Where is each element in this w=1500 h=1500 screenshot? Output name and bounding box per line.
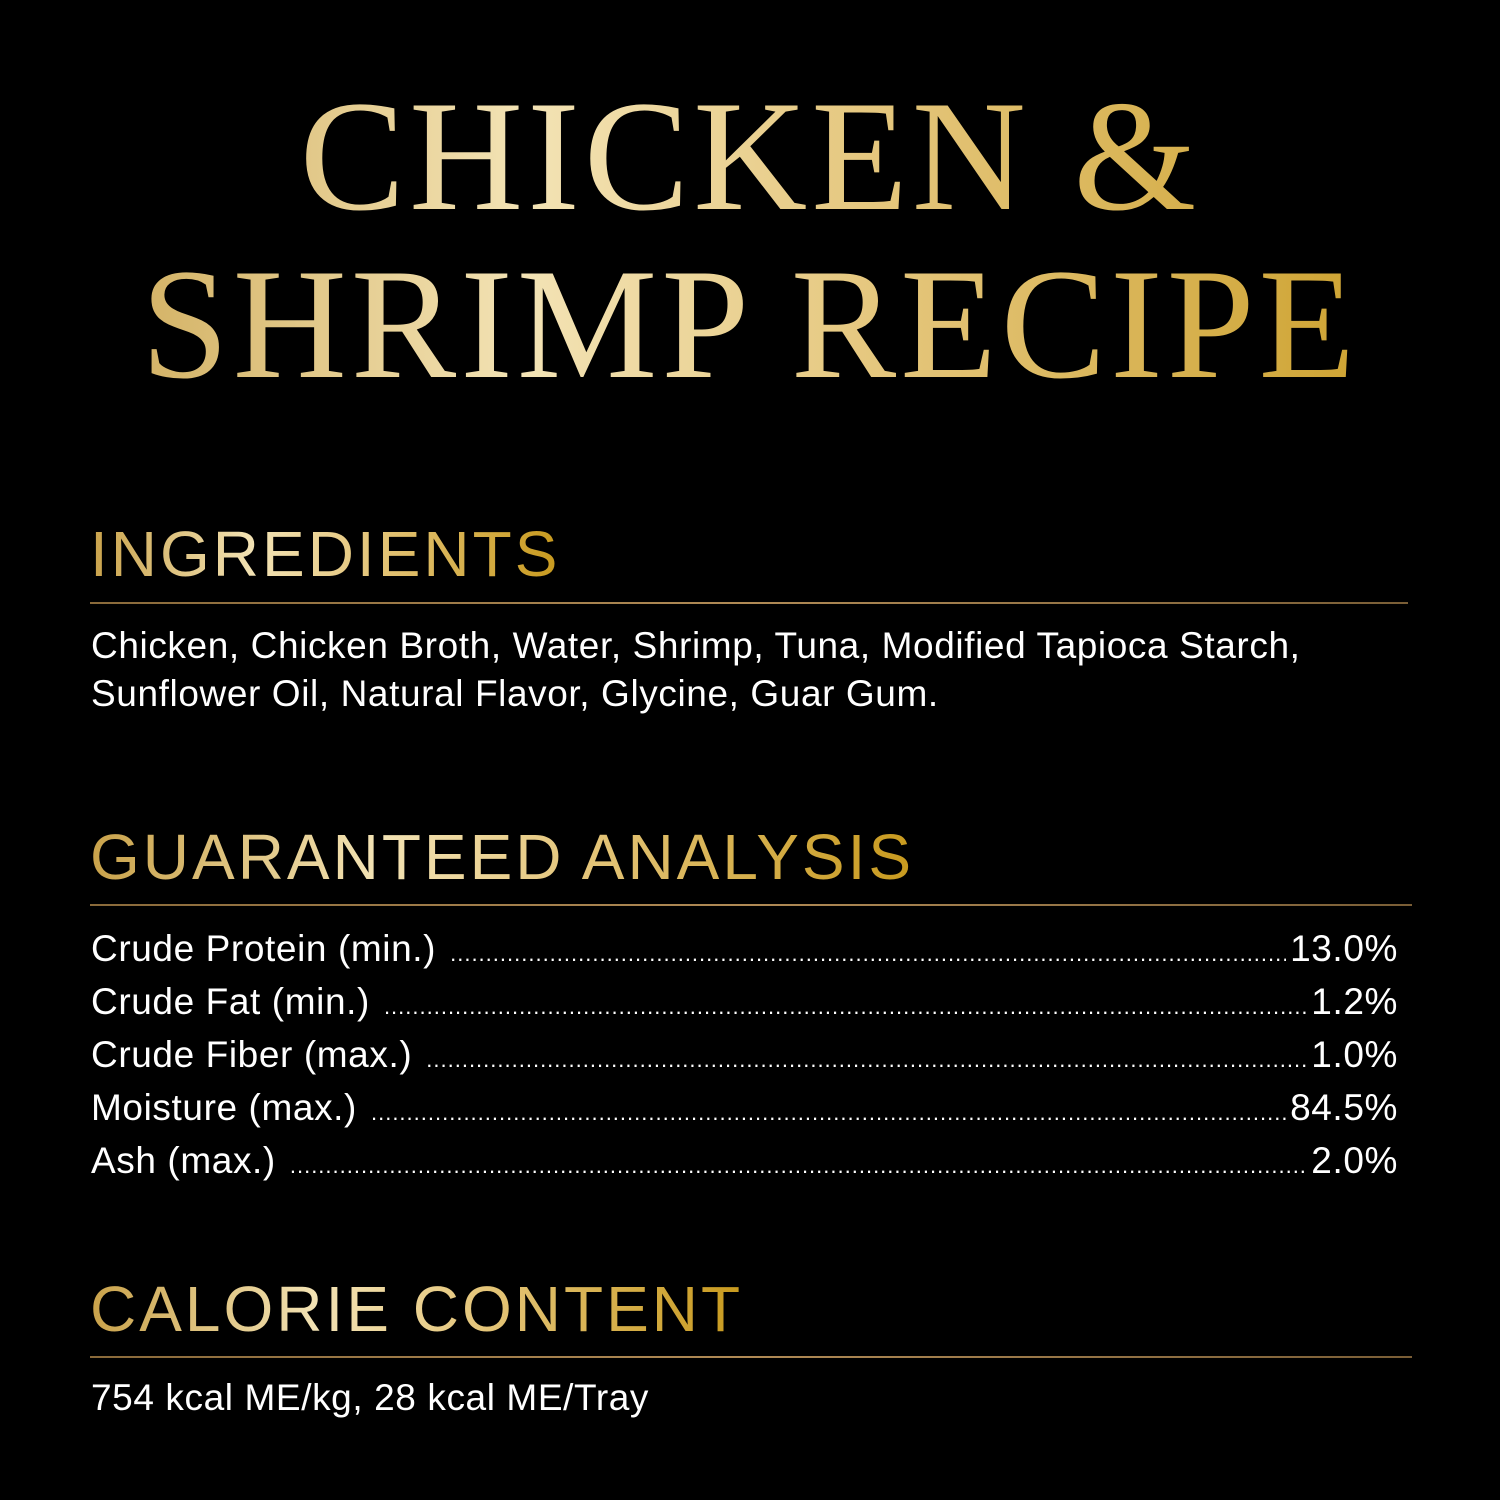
analysis-row: Moisture (max.) 84.5% [91, 1084, 1398, 1137]
analysis-row: Crude Protein (min.) 13.0% [91, 925, 1398, 978]
analysis-heading: GUARANTEED ANALYSIS [90, 821, 915, 893]
dot-leader [450, 930, 1286, 978]
title-line-1: CHICKEN & [0, 78, 1500, 236]
divider [90, 1356, 1412, 1358]
calories-text: 754 kcal ME/kg, 28 kcal ME/Tray [91, 1377, 650, 1418]
analysis-label: Crude Fat (min.) [91, 981, 370, 1022]
analysis-row: Ash (max.) 2.0% [91, 1137, 1398, 1190]
calories-heading: CALORIE CONTENT [90, 1273, 744, 1345]
divider [90, 904, 1412, 906]
analysis-value: 84.5% [1290, 1087, 1398, 1128]
analysis-value: 13.0% [1290, 928, 1398, 969]
title-line-2: SHRIMP RECIPE [0, 246, 1500, 404]
ingredients-heading: INGREDIENTS [90, 518, 561, 590]
ingredients-line: Chicken, Chicken Broth, Water, Shrimp, T… [91, 625, 1301, 666]
analysis-label: Crude Protein (min.) [91, 928, 437, 969]
dot-leader [290, 1142, 1307, 1190]
divider [90, 602, 1408, 604]
analysis-value: 1.2% [1311, 981, 1398, 1022]
analysis-row: Crude Fiber (max.) 1.0% [91, 1031, 1398, 1084]
analysis-table: Crude Protein (min.) 13.0% Crude Fat (min… [91, 925, 1398, 1190]
analysis-value: 1.0% [1311, 1034, 1398, 1075]
dot-leader [426, 1036, 1307, 1084]
ingredients-line: Sunflower Oil, Natural Flavor, Glycine, … [91, 673, 939, 714]
ingredients-list: Chicken, Chicken Broth, Water, Shrimp, T… [91, 622, 1301, 718]
analysis-row: Crude Fat (min.) 1.2% [91, 978, 1398, 1031]
analysis-value: 2.0% [1311, 1140, 1398, 1181]
analysis-label: Ash (max.) [91, 1140, 276, 1181]
analysis-label: Crude Fiber (max.) [91, 1034, 413, 1075]
dot-leader [371, 1089, 1286, 1137]
analysis-label: Moisture (max.) [91, 1087, 357, 1128]
dot-leader [384, 983, 1307, 1031]
